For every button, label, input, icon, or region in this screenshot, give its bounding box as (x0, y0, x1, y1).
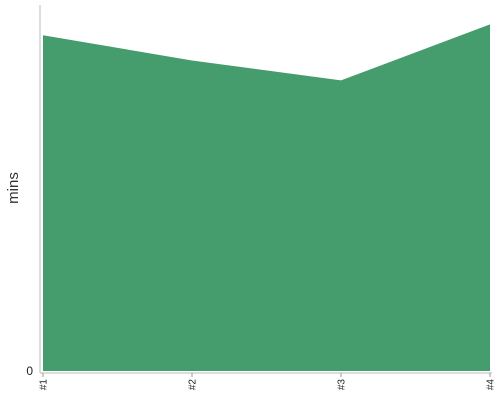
y-tick-label: 0 (26, 364, 33, 378)
x-tick-label: #3 (337, 379, 348, 391)
plot-area (43, 24, 490, 372)
x-axis-ticks: #1 #2 #3 #4 (39, 373, 497, 390)
x-tick-label: #2 (188, 379, 199, 391)
x-tick-label: #1 (39, 379, 50, 391)
area-series-fill (43, 24, 490, 372)
y-axis-ticks: 0 (26, 364, 33, 378)
x-tick-label: #4 (486, 379, 497, 391)
y-axis-title: mins (5, 172, 22, 204)
